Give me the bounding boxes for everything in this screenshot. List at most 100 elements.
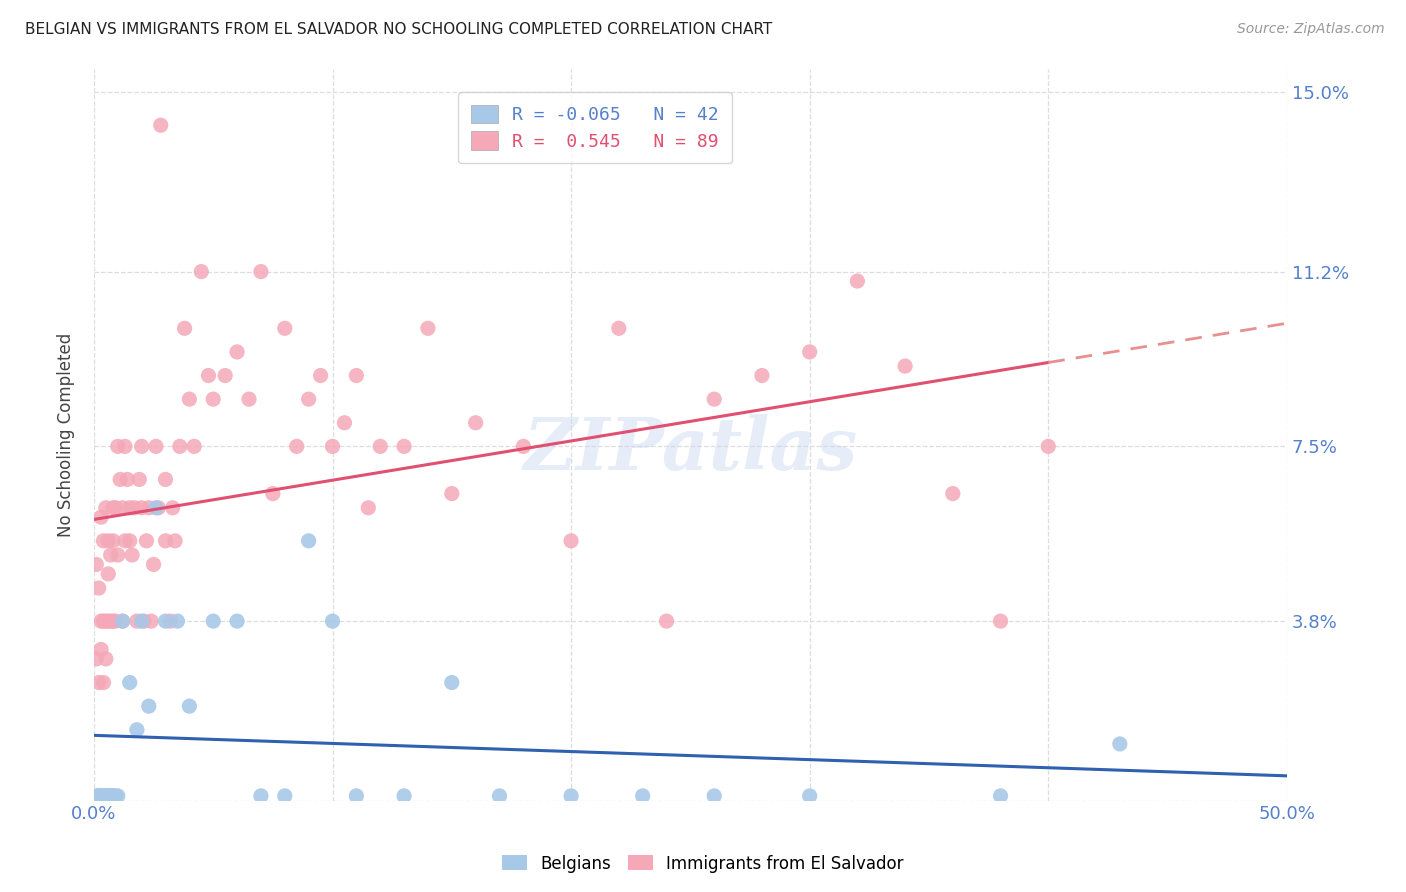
Point xyxy=(104,614,127,628)
Point xyxy=(166,614,188,628)
Point xyxy=(94,789,117,803)
Point xyxy=(416,321,439,335)
Point xyxy=(111,614,134,628)
Point xyxy=(97,789,120,803)
Point xyxy=(512,439,534,453)
Point xyxy=(1108,737,1130,751)
Point xyxy=(87,789,110,803)
Point xyxy=(86,789,108,803)
Point xyxy=(321,614,343,628)
Point xyxy=(125,614,148,628)
Point xyxy=(94,500,117,515)
Point xyxy=(107,789,129,803)
Point xyxy=(197,368,219,383)
Point xyxy=(117,472,139,486)
Point xyxy=(94,789,117,803)
Point xyxy=(309,368,332,383)
Point xyxy=(799,789,821,803)
Point xyxy=(155,533,177,548)
Point xyxy=(114,439,136,453)
Point xyxy=(104,500,127,515)
Point xyxy=(368,439,391,453)
Point xyxy=(125,723,148,737)
Point xyxy=(1038,439,1060,453)
Point xyxy=(250,789,273,803)
Point xyxy=(274,789,297,803)
Point xyxy=(179,392,201,406)
Point xyxy=(93,675,115,690)
Point xyxy=(560,789,582,803)
Point xyxy=(274,321,297,335)
Point xyxy=(100,548,122,562)
Point xyxy=(155,614,177,628)
Point xyxy=(344,368,367,383)
Point xyxy=(179,699,201,714)
Point xyxy=(202,392,225,406)
Point xyxy=(93,614,115,628)
Point xyxy=(101,789,124,803)
Point xyxy=(90,642,112,657)
Point xyxy=(262,486,284,500)
Point xyxy=(93,789,115,803)
Point xyxy=(202,614,225,628)
Point xyxy=(108,472,131,486)
Point xyxy=(100,789,122,803)
Point xyxy=(90,789,112,803)
Point xyxy=(173,321,195,335)
Point xyxy=(101,533,124,548)
Point xyxy=(94,614,117,628)
Point xyxy=(124,500,146,515)
Point xyxy=(101,614,124,628)
Point xyxy=(631,789,654,803)
Point xyxy=(128,472,150,486)
Point xyxy=(100,614,122,628)
Point xyxy=(138,500,160,515)
Point xyxy=(93,789,115,803)
Point xyxy=(169,439,191,453)
Point xyxy=(101,500,124,515)
Point xyxy=(250,265,273,279)
Point xyxy=(333,416,356,430)
Point xyxy=(93,533,115,548)
Point xyxy=(86,558,108,572)
Point xyxy=(703,392,725,406)
Point xyxy=(131,614,153,628)
Point xyxy=(90,510,112,524)
Point xyxy=(149,118,172,132)
Point xyxy=(118,500,141,515)
Point xyxy=(846,274,869,288)
Point xyxy=(607,321,630,335)
Point xyxy=(100,789,122,803)
Point xyxy=(111,500,134,515)
Point xyxy=(138,699,160,714)
Point xyxy=(90,789,112,803)
Point xyxy=(799,345,821,359)
Point xyxy=(226,345,249,359)
Point xyxy=(142,558,165,572)
Point xyxy=(990,614,1012,628)
Text: BELGIAN VS IMMIGRANTS FROM EL SALVADOR NO SCHOOLING COMPLETED CORRELATION CHART: BELGIAN VS IMMIGRANTS FROM EL SALVADOR N… xyxy=(25,22,772,37)
Point xyxy=(118,675,141,690)
Point xyxy=(226,614,249,628)
Point xyxy=(118,533,141,548)
Point xyxy=(560,533,582,548)
Point xyxy=(145,439,167,453)
Text: Source: ZipAtlas.com: Source: ZipAtlas.com xyxy=(1237,22,1385,37)
Legend: Belgians, Immigrants from El Salvador: Belgians, Immigrants from El Salvador xyxy=(495,848,911,880)
Point xyxy=(238,392,260,406)
Point xyxy=(165,533,187,548)
Point xyxy=(104,789,127,803)
Point xyxy=(101,789,124,803)
Point xyxy=(132,614,155,628)
Point xyxy=(214,368,236,383)
Point xyxy=(464,416,486,430)
Point xyxy=(155,472,177,486)
Point xyxy=(285,439,308,453)
Point xyxy=(135,533,157,548)
Point xyxy=(990,789,1012,803)
Point xyxy=(321,439,343,453)
Point xyxy=(90,614,112,628)
Point xyxy=(94,652,117,666)
Point xyxy=(111,614,134,628)
Point xyxy=(357,500,380,515)
